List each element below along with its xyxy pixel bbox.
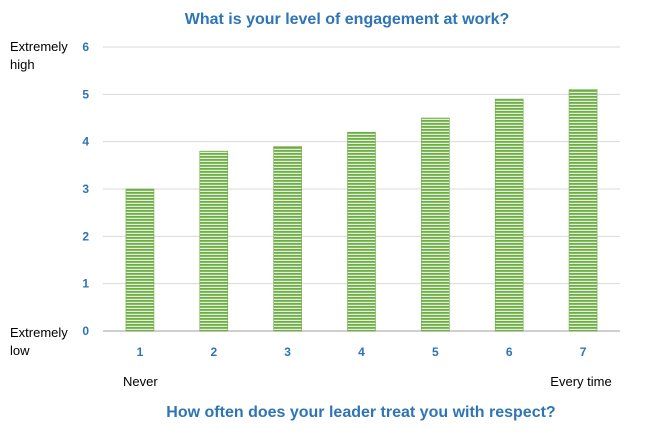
y-tick-label: 3 [82, 182, 89, 196]
y-bottom-label-line1: Extremely [10, 325, 68, 340]
y-bottom-label-line2: low [10, 343, 30, 358]
bar-1 [125, 188, 155, 332]
y-top-label-line1: Extremely [10, 39, 68, 54]
bar-2 [199, 150, 229, 332]
y-top-label-line2: high [10, 57, 35, 72]
x-start-label: Never [123, 374, 158, 389]
y-tick-label: 2 [82, 229, 89, 243]
chart-title: What is your level of engagement at work… [185, 11, 510, 28]
y-tick-label: 5 [82, 87, 89, 101]
y-tick-label: 4 [82, 135, 89, 149]
x-axis-ticks: 1 2 3 4 5 6 7 [137, 345, 587, 359]
bar-5 [421, 117, 450, 332]
y-tick-label: 0 [82, 324, 89, 338]
bar-6 [494, 98, 524, 332]
bars [125, 89, 598, 332]
x-tick-label: 5 [432, 345, 439, 359]
y-axis-ticks: 0 1 2 3 4 5 6 [82, 40, 89, 338]
x-tick-label: 6 [506, 345, 513, 359]
x-tick-label: 2 [210, 345, 217, 359]
x-tick-label: 3 [284, 345, 291, 359]
y-tick-label: 1 [82, 277, 89, 291]
x-axis-label: How often does your leader treat you wit… [166, 404, 555, 421]
x-end-label: Every time [550, 374, 611, 389]
x-tick-label: 7 [580, 345, 587, 359]
y-tick-label: 6 [82, 40, 89, 54]
x-tick-label: 1 [137, 345, 144, 359]
bar-7 [568, 89, 598, 332]
x-tick-label: 4 [358, 345, 365, 359]
bar-4 [347, 131, 376, 332]
bar-3 [273, 146, 302, 332]
